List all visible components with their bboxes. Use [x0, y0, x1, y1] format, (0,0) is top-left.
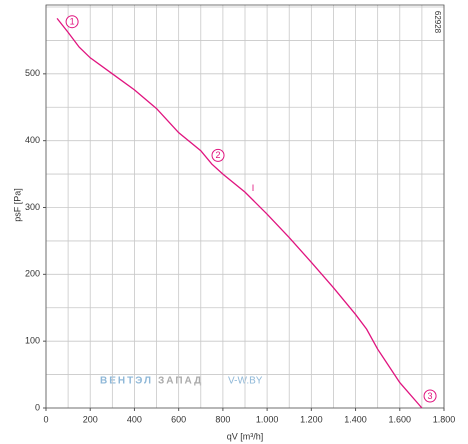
y-tick-label: 300	[25, 202, 40, 212]
x-tick-label: 1.200	[300, 414, 323, 424]
annotation-circle	[65, 15, 79, 29]
x-tick-label: 200	[83, 414, 98, 424]
y-tick-label: 200	[25, 269, 40, 279]
x-tick-label: 0	[43, 414, 48, 424]
watermark: ЗАПАД	[158, 376, 203, 387]
annotation: 3	[428, 391, 433, 401]
annotation-circle	[211, 148, 225, 162]
y-tick-label: 400	[25, 135, 40, 145]
x-tick-label: 1.600	[389, 414, 412, 424]
annotation: 2	[216, 150, 221, 160]
x-tick-label: 800	[215, 414, 230, 424]
watermark: ВЕНТЭЛ	[100, 376, 153, 387]
annotation: 1	[70, 17, 75, 27]
annotation-circle	[423, 389, 437, 403]
x-tick-label: 1.800	[433, 414, 456, 424]
y-tick-label: 0	[35, 402, 40, 412]
x-tick-label: 1.400	[344, 414, 367, 424]
code: 62928	[433, 11, 442, 34]
y-tick-label: 100	[25, 336, 40, 346]
annotation: I	[252, 183, 255, 193]
y-axis-label: psF [Pa]	[12, 188, 22, 222]
x-tick-label: 1.000	[256, 414, 279, 424]
y-tick-label: 500	[25, 68, 40, 78]
x-tick-label: 600	[171, 414, 186, 424]
x-tick-label: 400	[127, 414, 142, 424]
plot-frame	[45, 4, 445, 409]
fan-curve	[56, 17, 423, 409]
x-axis-label: qV [m³/h]	[227, 431, 264, 441]
